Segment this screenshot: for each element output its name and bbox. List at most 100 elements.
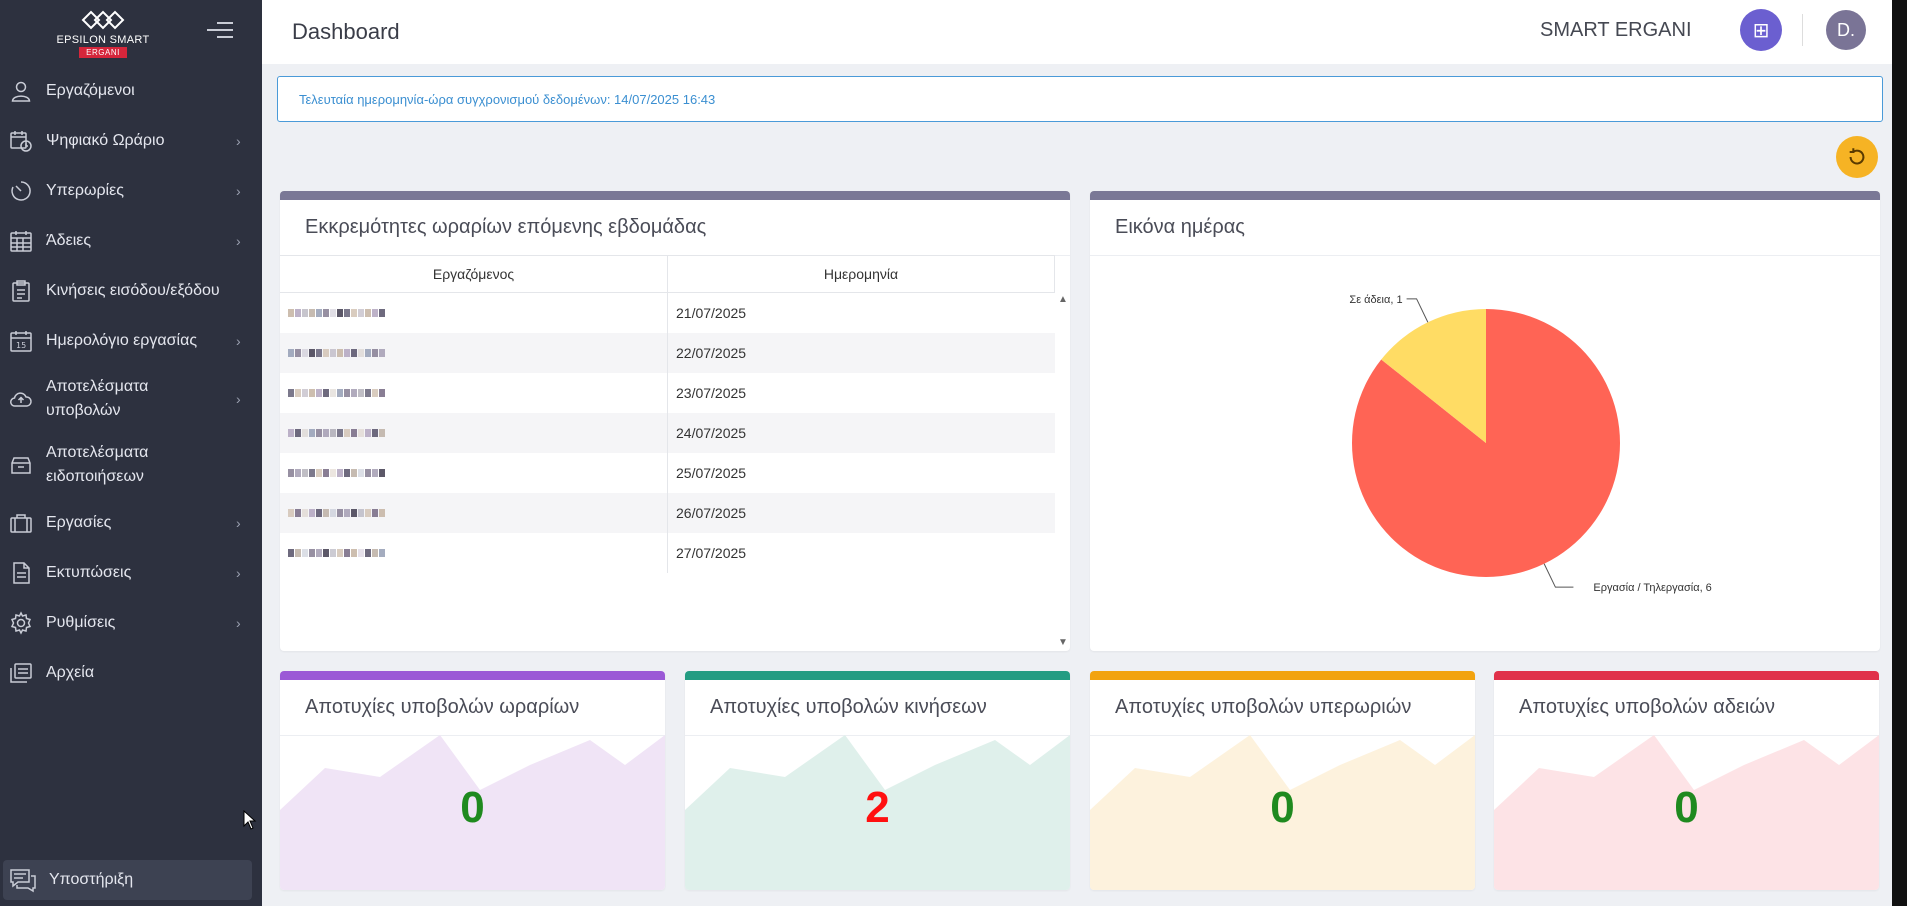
employee-name-redacted [280,453,668,493]
column-header-date[interactable]: Ημερομηνία [668,256,1055,292]
employee-name-redacted [280,533,668,573]
chevron-right-icon: › [236,333,241,349]
date-cell: 21/07/2025 [676,305,747,321]
support-button[interactable]: Υποστήριξη [3,860,252,900]
table-scrollbar[interactable]: ▲ ▼ [1055,290,1069,650]
card-accent-bar [685,671,1070,680]
stat-area-shape [1494,735,1879,890]
page-title: Dashboard [292,19,400,44]
sidebar-item-leaves[interactable]: Άδειες › [0,216,262,266]
stat-background-area [685,735,1070,890]
stat-card-movement-failures[interactable]: Αποτυχίες υποβολών κινήσεων 2 [685,671,1070,890]
sidebar-item-files[interactable]: Αρχεία [0,648,262,698]
stat-background-area [1494,735,1879,890]
support-label: Υποστήριξη [49,871,134,888]
column-header-employee[interactable]: Εργαζόμενος [280,256,668,292]
header-divider [1802,14,1803,46]
files-icon [8,660,34,686]
card-title: Εικόνα ημέρας [1090,200,1880,256]
avatar[interactable]: D. [1826,10,1866,50]
chat-icon [10,869,36,893]
sidebar-item-entry-exit[interactable]: Κινήσεις εισόδου/εξόδου [0,266,262,316]
date-cell: 24/07/2025 [676,425,747,441]
sidebar-item-notification-results[interactable]: Αποτελέσματα ειδοποιήσεων [0,432,262,498]
date-cell: 22/07/2025 [676,345,747,361]
sidebar-item-label: Ρυθμίσεις [46,614,116,631]
stat-area-shape [685,735,1070,890]
table-row[interactable]: 25/07/2025 [280,453,1055,493]
stat-card-overtime-failures[interactable]: Αποτυχίες υποβολών υπερωριών 0 [1090,671,1475,890]
chevron-right-icon: › [236,183,241,199]
sidebar-item-submission-results[interactable]: Αποτελέσματα υποβολών › [0,366,262,432]
stat-value: 0 [460,783,485,832]
archive-box-icon [8,452,34,478]
pie-svg: Εργασία / Τηλεργασία, 6 Σε άδεια, 1 [1349,294,1711,594]
stat-card-leave-failures[interactable]: Αποτυχίες υποβολών αδειών 0 [1494,671,1879,890]
table-row[interactable]: 21/07/2025 [280,293,1055,333]
card-title: Αποτυχίες υποβολών ωραρίων [280,680,665,736]
user-icon [8,78,34,104]
card-accent-bar [280,191,1070,200]
stat-value: 2 [865,783,890,832]
logo-text: EPSILON SMART [56,34,150,46]
day-view-card: Εικόνα ημέρας Εργασία / Τηλεργασία, 6 Σε … [1090,191,1880,651]
date-cell: 25/07/2025 [676,465,747,481]
calendar-15-icon: 15 [8,328,34,354]
sidebar-item-overtime[interactable]: Υπερωρίες › [0,166,262,216]
table-header: Εργαζόμενος Ημερομηνία [280,255,1055,293]
pie-label: Σε άδεια, 1 [1349,294,1402,306]
chevron-right-icon: › [236,391,241,407]
day-pie-chart: Εργασία / Τηλεργασία, 6 Σε άδεια, 1 [1090,255,1880,651]
refresh-button[interactable] [1836,136,1878,178]
menu-toggle-icon[interactable] [207,22,233,40]
stat-value: 0 [1270,783,1295,832]
stat-card-schedule-failures[interactable]: Αποτυχίες υποβολών ωραρίων 0 [280,671,665,890]
cloud-upload-icon [8,386,34,412]
logo[interactable]: EPSILON SMART ERGANI [0,0,262,66]
employee-name-redacted [280,293,668,333]
table-row[interactable]: 27/07/2025 [280,533,1055,573]
logo-mark-icon [81,10,125,30]
stat-area-shape [1090,735,1475,890]
sidebar-item-tasks[interactable]: Εργασίες › [0,498,262,548]
sidebar-item-employees[interactable]: Εργαζόμενοι [0,66,262,116]
apps-grid-button[interactable]: ⊞ [1740,9,1782,51]
chevron-right-icon: › [236,615,241,631]
employee-name-redacted [280,413,668,453]
sidebar-nav: Εργαζόμενοι Ψηφιακό Ωράριο › Υπερωρίες ›… [0,66,262,698]
table-row[interactable]: 26/07/2025 [280,493,1055,533]
table-row[interactable]: 22/07/2025 [280,333,1055,373]
sidebar-item-settings[interactable]: Ρυθμίσεις › [0,598,262,648]
card-accent-bar [1090,671,1475,680]
sidebar-item-digital-schedule[interactable]: Ψηφιακό Ωράριο › [0,116,262,166]
sidebar-item-label: Ψηφιακό Ωράριο [46,132,165,149]
sidebar-item-label: Εργαζόμενοι [46,82,135,99]
sidebar-item-label: Άδειες [46,232,92,249]
chevron-right-icon: › [236,133,241,149]
sidebar-item-work-calendar[interactable]: 15 Ημερολόγιο εργασίας › [0,316,262,366]
card-title: Εκκρεμότητες ωραρίων επόμενης εβδομάδας [280,200,1070,256]
grid-icon: ⊞ [1752,19,1770,42]
table-row[interactable]: 24/07/2025 [280,413,1055,453]
sidebar-item-prints[interactable]: Εκτυπώσεις › [0,548,262,598]
document-icon [8,560,34,586]
mouse-cursor-icon [243,810,257,830]
app-name: SMART ERGANI [1540,19,1692,41]
gear-icon [8,610,34,636]
card-accent-bar [280,671,665,680]
card-title: Αποτυχίες υποβολών κινήσεων [685,680,1070,736]
sidebar: EPSILON SMART ERGANI Εργαζόμενοι Ψηφιακό… [0,0,262,906]
calendar-grid-icon [8,228,34,254]
sidebar-item-label: Αρχεία [46,664,95,681]
pie-slice[interactable] [1381,309,1486,443]
employee-name-redacted [280,373,668,413]
scroll-up-icon[interactable]: ▲ [1058,294,1068,305]
briefcase-icon [8,510,34,536]
employee-name-redacted [280,333,668,373]
table-row[interactable]: 23/07/2025 [280,373,1055,413]
clipboard-list-icon [8,278,34,304]
scroll-down-icon[interactable]: ▼ [1058,637,1068,648]
sync-info-banner: Τελευταία ημερομηνία-ώρα συγχρονισμού δε… [277,76,1883,122]
stat-background-area [1090,735,1475,890]
sidebar-item-label: Υπερωρίες [46,182,124,199]
